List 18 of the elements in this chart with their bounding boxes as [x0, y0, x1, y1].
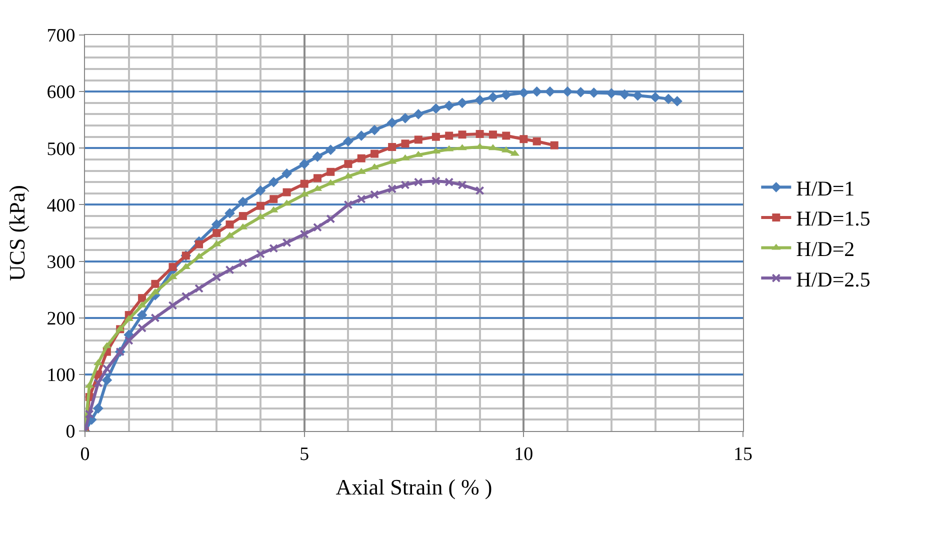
x-tick-label: 10: [514, 444, 534, 465]
x-axis-title: Axial Strain ( % ): [336, 474, 492, 500]
legend-label: H/D=2: [796, 236, 855, 261]
y-tick-label: 0: [66, 422, 76, 443]
y-tick-label: 600: [46, 82, 76, 104]
y-tick-label: 100: [46, 365, 76, 386]
legend-label: H/D=1.5: [796, 206, 870, 231]
y-tick-label: 300: [46, 252, 76, 273]
legend-label: H/D=1: [796, 176, 855, 200]
x-tick-label: 5: [300, 444, 310, 465]
legend-label: H/D=2.5: [796, 267, 870, 292]
y-tick-label: 400: [46, 195, 76, 216]
y-tick-label: 700: [46, 26, 76, 47]
y-tick-label: 500: [46, 138, 76, 160]
y-tick-label: 200: [46, 308, 76, 330]
x-tick-label: 0: [80, 444, 90, 465]
y-axis-title: UCS (kPa): [4, 185, 30, 281]
x-tick-label: 15: [734, 444, 752, 465]
